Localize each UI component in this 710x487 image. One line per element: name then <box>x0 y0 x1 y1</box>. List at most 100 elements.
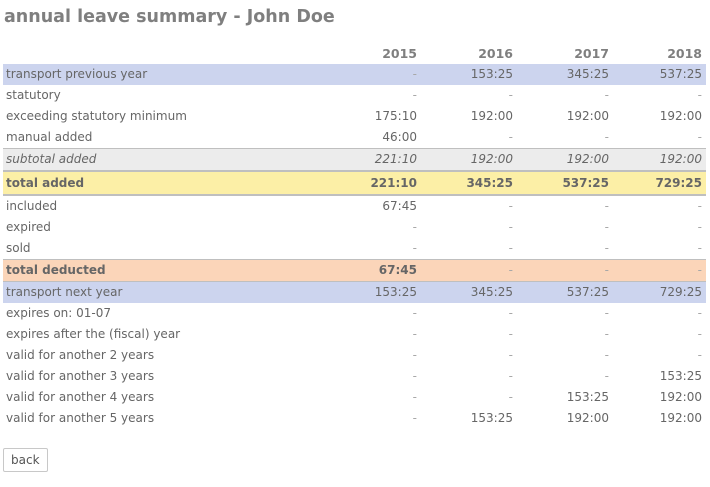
value-cell-2016: 345:25 <box>421 281 517 303</box>
row-label: valid for another 4 years <box>6 390 155 404</box>
value-cell-2018: - <box>697 241 702 255</box>
value-cell-2015: 153:25 <box>325 281 421 303</box>
row-label: included <box>6 199 58 213</box>
year-header-row: 2015 2016 2017 2018 <box>3 43 706 64</box>
value-cell-2015: 221:10 <box>325 148 421 172</box>
value-cell-2016: - <box>508 348 513 362</box>
table-row-valid-for-another-3-years: valid for another 3 years - - - 153:25 <box>3 366 706 387</box>
value-cell-2016: - <box>508 88 513 102</box>
row-label: valid for another 3 years <box>6 369 155 383</box>
value-cell-2017: - <box>604 199 609 213</box>
value-cell-2017: - <box>604 369 609 383</box>
value-cell-2018: - <box>697 327 702 341</box>
table-row-valid-for-another-2-years: valid for another 2 years - - - - <box>3 345 706 366</box>
value-cell-2015: - <box>325 64 421 85</box>
year-header: 2017 <box>574 46 609 61</box>
value-cell-2016: - <box>508 220 513 234</box>
value-cell-2015: - <box>412 241 417 255</box>
table-row-valid-for-another-5-years: valid for another 5 years - 153:25 192:00 19… <box>3 408 706 429</box>
value-cell-2016: - <box>508 199 513 213</box>
value-cell-2015: - <box>412 390 417 404</box>
value-cell-2015: - <box>412 348 417 362</box>
value-cell-2015: - <box>412 88 417 102</box>
year-header: 2016 <box>478 46 513 61</box>
value-cell-2016: - <box>508 327 513 341</box>
table-header: 2015 2016 2017 2018 <box>3 43 706 64</box>
value-cell-2017: 537:25 <box>517 170 613 196</box>
value-cell-2016: - <box>508 241 513 255</box>
value-cell-2015: - <box>412 369 417 383</box>
table-row-manual-added: manual added 46:00 - - - <box>3 127 706 149</box>
value-cell-2016: - <box>508 306 513 320</box>
value-cell-2017: 153:25 <box>566 390 609 404</box>
value-cell-2016: 153:25 <box>470 411 513 425</box>
table-row-expires-on-01-07: expires on: 01-07 - - - - <box>3 303 706 324</box>
value-cell-2017: - <box>517 259 613 282</box>
value-cell-2017: - <box>604 306 609 320</box>
page-title: annual leave summary - John Doe <box>4 7 335 27</box>
value-cell-2018: 192:00 <box>659 411 702 425</box>
value-cell-2017: - <box>604 88 609 102</box>
value-cell-2018: 192:00 <box>659 109 702 123</box>
row-label: exceeding statutory minimum <box>6 109 187 123</box>
year-header: 2018 <box>667 46 702 61</box>
value-cell-2017: 192:00 <box>566 411 609 425</box>
row-label: sold <box>6 241 31 255</box>
value-cell-2015: 67:45 <box>382 199 417 213</box>
label-column-header <box>3 43 325 64</box>
value-cell-2015: - <box>412 306 417 320</box>
row-label: statutory <box>6 88 61 102</box>
value-cell-2016: 192:00 <box>470 109 513 123</box>
table-row-total-added: total added 221:10 345:25 537:25 729:25 <box>3 170 706 196</box>
year-header: 2015 <box>382 46 417 61</box>
value-cell-2018: 729:25 <box>613 281 706 303</box>
value-cell-2017: - <box>604 241 609 255</box>
table-body: transport previous year -153:25 345:25 537:… <box>3 64 706 429</box>
value-cell-2016: - <box>508 369 513 383</box>
row-label: total deducted <box>3 259 325 282</box>
value-cell-2015: - <box>412 411 417 425</box>
value-cell-2018: 537:25 <box>613 64 706 85</box>
row-label: subtotal added <box>3 148 325 172</box>
table-row-transport-previous-year: transport previous year -153:25 345:25 537:… <box>3 64 706 85</box>
table-row-included: included 67:45 - - - <box>3 195 706 217</box>
table-row-transport-next-year: transport next year 153:25 345:25 537:25 729… <box>3 281 706 303</box>
value-cell-2015: 175:10 <box>374 109 417 123</box>
leave-summary-table: 2015 2016 2017 2018 transport previous y… <box>3 43 706 429</box>
value-cell-2016: 192:00 <box>421 148 517 172</box>
row-label: total added <box>3 170 325 196</box>
row-label: expires on: 01-07 <box>6 306 112 320</box>
table-row-subtotal-added: subtotal added 221:10 192:00 192:00 192:00 <box>3 148 706 172</box>
row-label: expires after the (fiscal) year <box>6 327 181 341</box>
value-cell-2015: 67:45 <box>325 259 421 282</box>
row-label: transport previous year <box>3 64 325 85</box>
table-row-exceeding-statutory-minimum: exceeding statutory minimum 175:10 192:00 1… <box>3 106 706 127</box>
row-label: expired <box>6 220 51 234</box>
value-cell-2018: 153:25 <box>659 369 702 383</box>
row-label: transport next year <box>3 281 325 303</box>
value-cell-2016: 153:25 <box>421 64 517 85</box>
value-cell-2017: 537:25 <box>517 281 613 303</box>
row-label: valid for another 2 years <box>6 348 155 362</box>
value-cell-2017: - <box>604 327 609 341</box>
table-row-expires-after-the-fiscal-year: expires after the (fiscal) year - - - - <box>3 324 706 345</box>
value-cell-2017: 192:00 <box>517 148 613 172</box>
row-label: valid for another 5 years <box>6 411 155 425</box>
value-cell-2018: - <box>697 130 702 144</box>
table-row-total-deducted: total deducted 67:45- - - <box>3 259 706 282</box>
table-row-expired: expired - - - - <box>3 217 706 238</box>
value-cell-2017: - <box>604 130 609 144</box>
value-cell-2015: - <box>412 327 417 341</box>
value-cell-2017: - <box>604 348 609 362</box>
value-cell-2017: 192:00 <box>566 109 609 123</box>
back-button[interactable]: back <box>3 448 48 472</box>
value-cell-2018: 192:00 <box>613 148 706 172</box>
table-row-sold: sold - - - - <box>3 238 706 260</box>
value-cell-2015: 221:10 <box>325 170 421 196</box>
value-cell-2016: 345:25 <box>421 170 517 196</box>
value-cell-2018: - <box>697 88 702 102</box>
table-row-valid-for-another-4-years: valid for another 4 years - - 153:25 192:00 <box>3 387 706 408</box>
value-cell-2018: - <box>613 259 706 282</box>
table-row-statutory: statutory - - - - <box>3 85 706 106</box>
row-label: manual added <box>6 130 93 144</box>
